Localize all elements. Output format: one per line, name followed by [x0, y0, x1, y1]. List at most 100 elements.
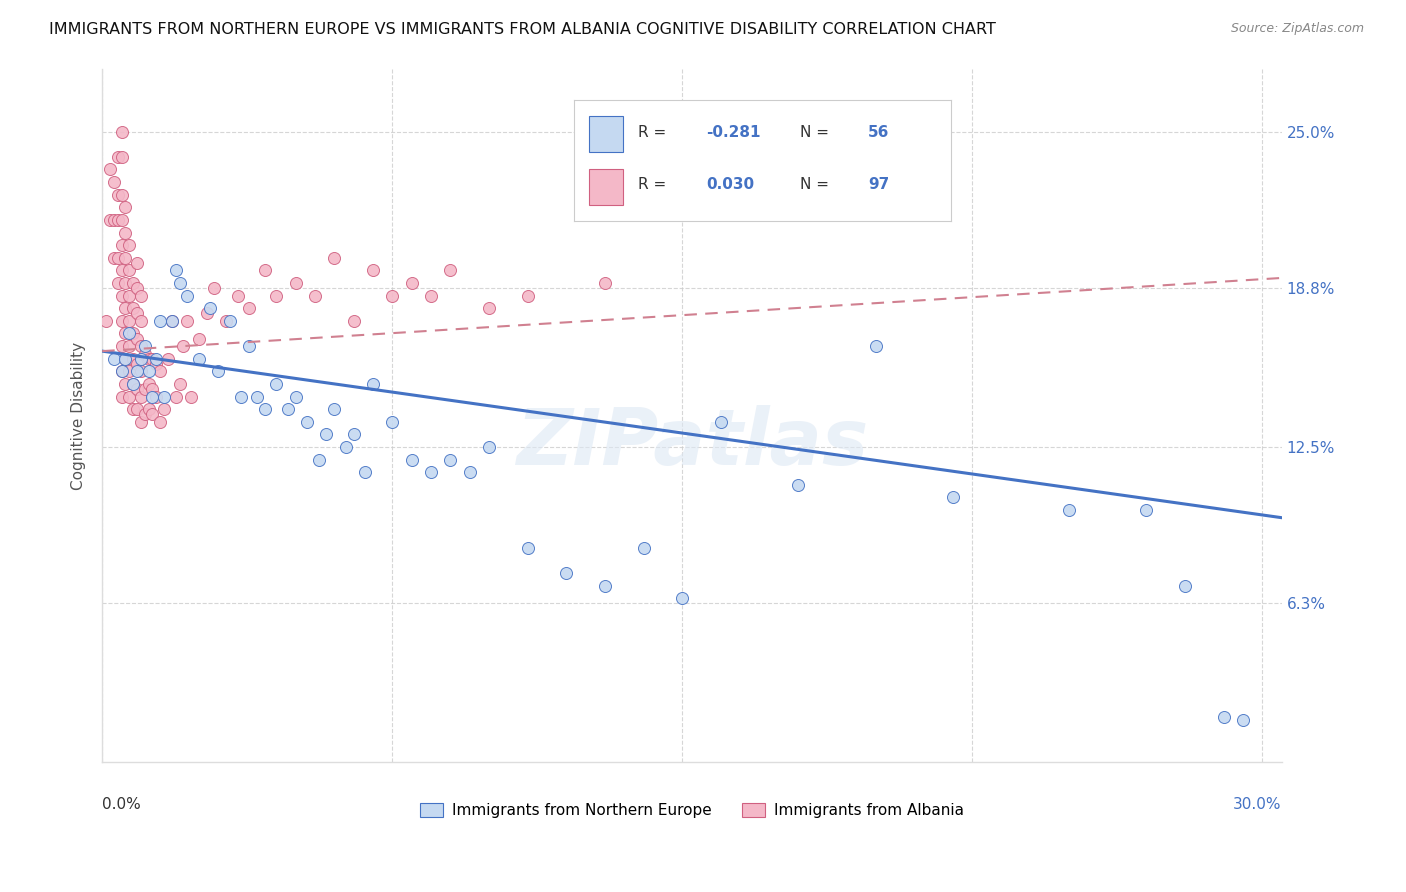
- Text: ZIPatlas: ZIPatlas: [516, 405, 868, 482]
- Point: [114, 200, 136, 214]
- Point: [118, 364, 141, 378]
- Point: [98, 162, 121, 177]
- Point: [323, 251, 346, 265]
- Point: [114, 226, 136, 240]
- Point: [141, 351, 163, 366]
- Point: [145, 357, 167, 371]
- Point: [516, 288, 538, 302]
- Point: [1057, 503, 1080, 517]
- Point: [671, 591, 693, 606]
- Point: [103, 251, 125, 265]
- Point: [200, 301, 222, 316]
- Point: [160, 314, 183, 328]
- Point: [141, 382, 163, 396]
- Point: [114, 326, 136, 341]
- Point: [110, 213, 132, 227]
- Point: [304, 288, 326, 302]
- Point: [458, 465, 481, 479]
- Point: [176, 288, 198, 302]
- Point: [110, 390, 132, 404]
- Point: [94, 314, 117, 328]
- Point: [107, 213, 129, 227]
- Point: [134, 382, 156, 396]
- Point: [169, 276, 191, 290]
- Point: [110, 339, 132, 353]
- Point: [231, 390, 253, 404]
- Point: [114, 351, 136, 366]
- Point: [118, 390, 141, 404]
- Point: [110, 187, 132, 202]
- Point: [129, 314, 152, 328]
- Point: [593, 579, 616, 593]
- Point: [122, 351, 145, 366]
- Text: 0.0%: 0.0%: [103, 797, 141, 812]
- Point: [134, 407, 156, 421]
- Point: [295, 415, 318, 429]
- Point: [516, 541, 538, 555]
- Point: [439, 452, 461, 467]
- Point: [138, 376, 160, 391]
- Point: [180, 390, 202, 404]
- Text: IMMIGRANTS FROM NORTHERN EUROPE VS IMMIGRANTS FROM ALBANIA COGNITIVE DISABILITY : IMMIGRANTS FROM NORTHERN EUROPE VS IMMIG…: [49, 22, 995, 37]
- Text: Source: ZipAtlas.com: Source: ZipAtlas.com: [1230, 22, 1364, 36]
- Point: [381, 415, 404, 429]
- Point: [284, 390, 307, 404]
- Point: [145, 351, 167, 366]
- Point: [110, 238, 132, 252]
- Point: [110, 150, 132, 164]
- Point: [1174, 579, 1197, 593]
- Point: [478, 301, 501, 316]
- Point: [107, 187, 129, 202]
- Point: [129, 364, 152, 378]
- Point: [253, 263, 276, 277]
- Point: [114, 276, 136, 290]
- Point: [125, 281, 148, 295]
- Point: [253, 402, 276, 417]
- Point: [169, 376, 191, 391]
- Point: [125, 402, 148, 417]
- Point: [118, 339, 141, 353]
- Point: [107, 150, 129, 164]
- Point: [103, 175, 125, 189]
- Point: [354, 465, 377, 479]
- Point: [401, 452, 423, 467]
- Point: [207, 364, 229, 378]
- Point: [419, 465, 441, 479]
- Point: [1135, 503, 1157, 517]
- Point: [176, 314, 198, 328]
- Point: [122, 376, 145, 391]
- Point: [218, 314, 240, 328]
- Point: [195, 306, 218, 320]
- Point: [342, 314, 364, 328]
- Point: [122, 326, 145, 341]
- Point: [114, 301, 136, 316]
- Point: [215, 314, 238, 328]
- Point: [118, 288, 141, 302]
- Point: [315, 427, 337, 442]
- Point: [98, 213, 121, 227]
- Point: [149, 415, 172, 429]
- Point: [110, 364, 132, 378]
- Point: [277, 402, 299, 417]
- Point: [478, 440, 501, 454]
- Point: [103, 351, 125, 366]
- Point: [172, 339, 194, 353]
- Point: [149, 314, 172, 328]
- Point: [110, 263, 132, 277]
- Point: [187, 332, 209, 346]
- Point: [118, 314, 141, 328]
- Y-axis label: Cognitive Disability: Cognitive Disability: [72, 342, 86, 490]
- Point: [710, 415, 733, 429]
- Point: [134, 346, 156, 360]
- Point: [118, 326, 141, 341]
- Point: [555, 566, 578, 581]
- Point: [129, 288, 152, 302]
- Point: [107, 251, 129, 265]
- Legend: Immigrants from Northern Europe, Immigrants from Albania: Immigrants from Northern Europe, Immigra…: [413, 797, 970, 824]
- Point: [122, 376, 145, 391]
- Point: [125, 256, 148, 270]
- Point: [110, 288, 132, 302]
- Point: [246, 390, 269, 404]
- Point: [156, 351, 179, 366]
- Point: [160, 314, 183, 328]
